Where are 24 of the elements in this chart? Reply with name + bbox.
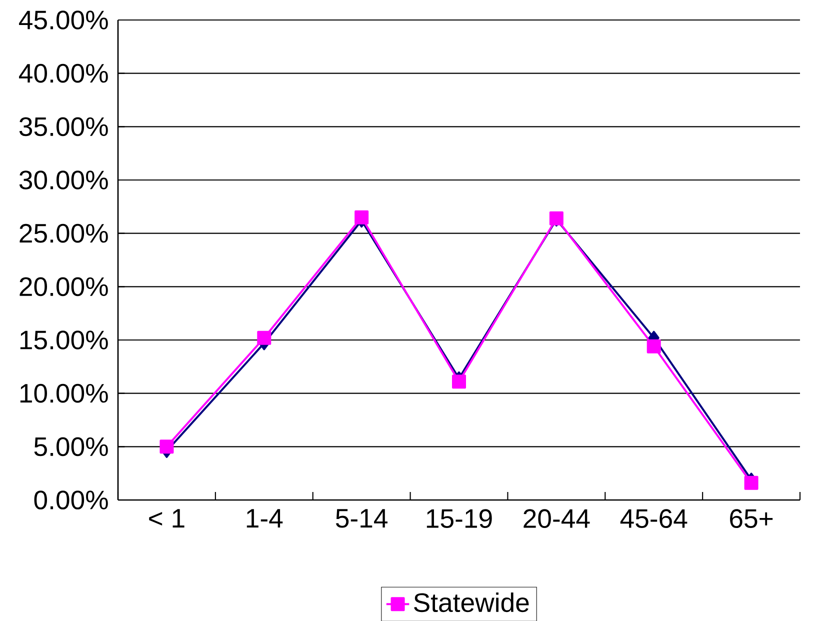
y-tick-label: 10.00% [20,384,108,403]
point [744,476,758,490]
x-tick-label: < 1 [149,509,184,528]
point [160,440,174,454]
point [452,374,466,389]
y-tick-label: 30.00% [19,170,108,190]
x-tick-label: 5-14 [336,509,388,528]
y-tick-label: 0.00% [34,490,108,510]
y-tick-label: 5.00% [34,437,108,456]
x-tick-label: 20-44 [524,509,590,528]
x-tick-label: 65+ [730,509,773,528]
y-tick-label: 45.00% [19,10,108,30]
y-tick-label: 40.00% [19,64,108,83]
legend-label: Statewide [414,592,529,612]
y-tick-label: 25.00% [20,224,108,243]
x-tick-label: 1-4 [246,509,283,528]
y-tick-label: 20.00% [20,277,108,296]
point [257,330,272,345]
x-tick-label: 45-64 [620,509,688,528]
x-tick-label: 15-19 [426,509,492,528]
point [354,210,369,224]
y-tick-label: 15.00% [20,330,108,350]
y-tick-label: 35.00% [19,117,108,136]
point [646,339,661,354]
